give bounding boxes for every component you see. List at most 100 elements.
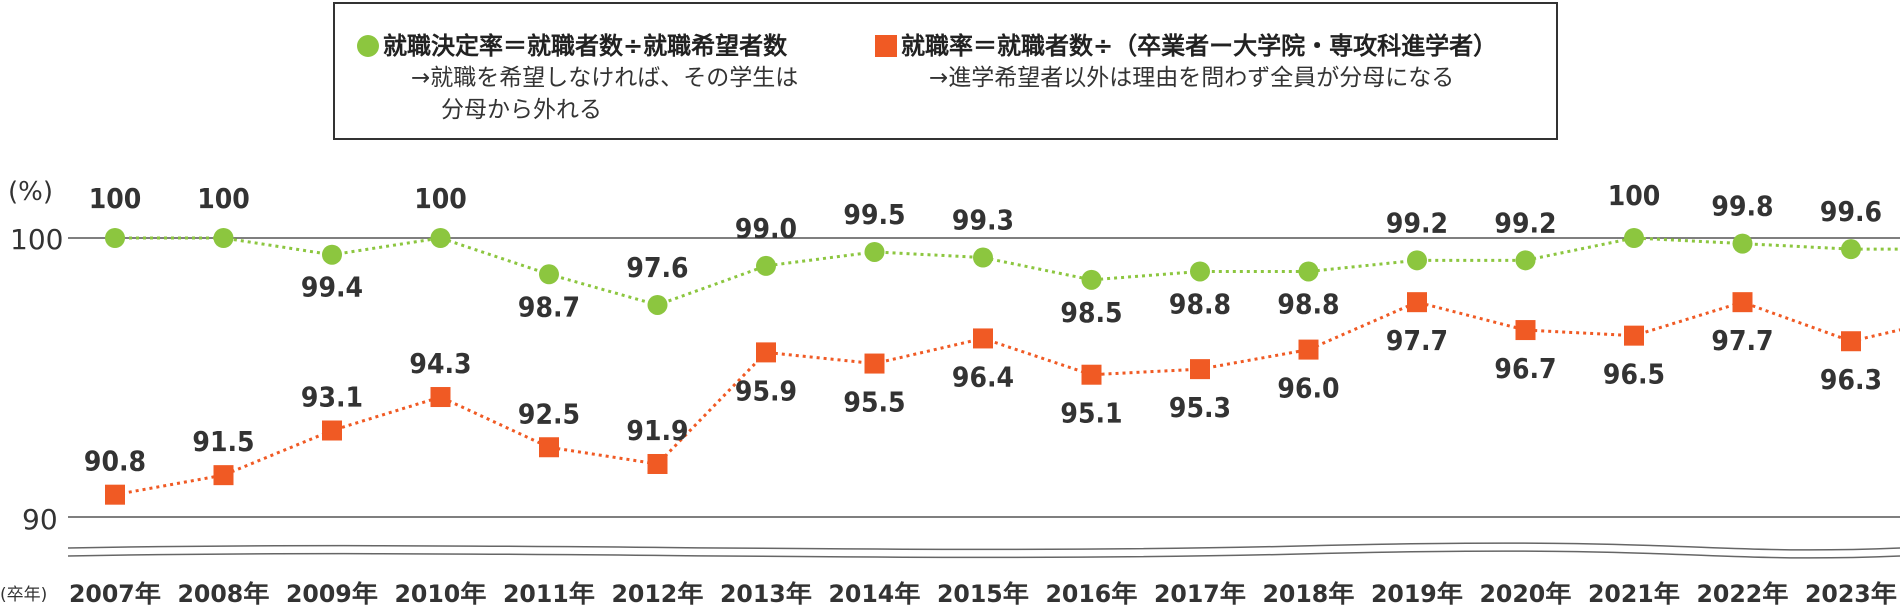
data-label-green: 99.0: [735, 212, 797, 245]
legend-green-title: 就職決定率＝就職者数÷就職希望者数: [383, 32, 788, 60]
data-label-green: 100: [89, 182, 142, 215]
data-label-orange: 91.5: [192, 425, 254, 458]
data-point-green: [756, 255, 776, 276]
legend: 就職決定率＝就職者数÷就職希望者数 →就職を希望しなければ、その学生は 分母から…: [333, 2, 1558, 140]
data-label-green: 97.6: [626, 251, 688, 284]
x-tick-label: 2016年: [1046, 580, 1138, 608]
data-point-green: [322, 244, 342, 265]
data-label-orange: 96.0: [1277, 372, 1339, 405]
data-label-orange: 97.7: [1386, 324, 1448, 357]
y-tick-label: 100: [10, 223, 63, 256]
data-point-green: [1841, 239, 1861, 260]
data-point-green: [430, 228, 451, 248]
data-point-green: [1732, 233, 1753, 254]
data-label-green: 99.5: [843, 198, 905, 231]
axis-break-line-upper: [67, 542, 1900, 551]
data-point-green: [1298, 261, 1319, 282]
data-point-green: [213, 228, 234, 248]
data-point-orange: [1624, 325, 1644, 346]
x-tick-label: 2007年: [69, 580, 161, 608]
x-tick-label: 2015年: [937, 580, 1029, 608]
data-label-green: 98.8: [1169, 287, 1231, 320]
data-label-green: 100: [414, 182, 467, 215]
data-label-orange: 92.5: [518, 397, 580, 430]
x-tick-label: 2021年: [1588, 580, 1680, 608]
x-tick-label: 2023年: [1805, 580, 1897, 608]
data-point-green: [864, 241, 885, 262]
data-point-orange: [430, 387, 451, 408]
data-label-orange: 95.9: [735, 374, 797, 407]
data-label-green: 99.6: [1820, 195, 1882, 228]
data-label-green: 99.2: [1494, 206, 1556, 239]
data-point-green: [539, 264, 559, 285]
data-label-orange: 93.1: [301, 381, 363, 414]
data-label-orange: 96.3: [1820, 363, 1882, 396]
data-point-green: [647, 294, 668, 315]
x-unit-label: (卒年): [0, 585, 47, 605]
data-point-orange: [756, 342, 776, 363]
x-tick-label: 2018年: [1263, 580, 1355, 608]
data-label-orange: 94.3: [409, 347, 471, 380]
data-label-green: 98.5: [1060, 296, 1122, 329]
x-tick-label: 2010年: [395, 580, 487, 608]
x-tick-label: 2008年: [178, 580, 270, 608]
data-point-orange: [322, 420, 342, 441]
data-label-orange: 96.4: [952, 360, 1014, 393]
data-point-orange: [539, 437, 559, 458]
data-point-orange: [1407, 292, 1427, 313]
series-line-orange: [114, 300, 1900, 497]
data-point-green: [1515, 250, 1536, 271]
data-point-green: [1081, 269, 1102, 290]
data-point-green: [1190, 261, 1210, 282]
data-point-orange: [1841, 331, 1861, 352]
data-label-green: 98.8: [1277, 287, 1339, 320]
data-label-green: 99.4: [301, 271, 363, 304]
x-tick-label: 2022年: [1697, 580, 1789, 608]
data-label-orange: 91.9: [626, 414, 688, 447]
x-tick-label: 2009年: [286, 580, 378, 608]
x-tick-label: 2012年: [612, 580, 704, 608]
data-label-green: 99.3: [952, 204, 1014, 237]
data-point-green: [1624, 228, 1644, 248]
y-tick-label: 90: [22, 503, 58, 536]
data-label-orange: 97.7: [1711, 324, 1773, 357]
data-label-orange: 95.5: [843, 386, 905, 419]
data-label-green: 100: [1608, 179, 1661, 212]
data-label-orange: 96.7: [1494, 352, 1556, 385]
data-point-orange: [1081, 364, 1102, 385]
data-point-orange: [1190, 359, 1210, 380]
data-point-orange: [105, 484, 125, 505]
legend-orange: 就職率＝就職者数÷（卒業者ー大学院・専攻科進学者） →進学希望者以外は理由を問わ…: [875, 30, 1497, 94]
data-point-orange: [1732, 292, 1753, 313]
data-point-orange: [213, 465, 234, 486]
data-label-green: 100: [197, 182, 250, 215]
y-unit-label: (%): [8, 177, 53, 207]
legend-green: 就職決定率＝就職者数÷就職希望者数 →就職を希望しなければ、その学生は 分母から…: [357, 30, 798, 126]
data-label-green: 98.7: [518, 290, 580, 323]
data-label-green: 99.8: [1711, 190, 1773, 223]
data-point-orange: [1515, 320, 1536, 341]
x-tick-label: 2014年: [829, 580, 921, 608]
data-point-green: [973, 247, 993, 268]
x-tick-label: 2020年: [1480, 580, 1572, 608]
square-marker-icon: [875, 35, 897, 57]
data-label-orange: 90.8: [84, 445, 146, 478]
legend-green-note-2: 分母から外れる: [441, 97, 602, 123]
data-label-green: 99.2: [1386, 206, 1448, 239]
data-point-orange: [864, 353, 885, 374]
data-point-orange: [647, 453, 668, 474]
x-tick-label: 2013年: [720, 580, 812, 608]
x-tick-label: 2017年: [1154, 580, 1246, 608]
legend-green-note-1: →就職を希望しなければ、その学生は: [411, 65, 799, 91]
data-point-orange: [973, 328, 993, 349]
legend-orange-title: 就職率＝就職者数÷（卒業者ー大学院・専攻科進学者）: [901, 32, 1498, 60]
data-label-orange: 95.3: [1169, 391, 1231, 424]
data-point-green: [1407, 250, 1427, 271]
data-point-green: [105, 228, 125, 248]
circle-marker-icon: [357, 35, 379, 57]
data-label-orange: 96.5: [1603, 358, 1665, 391]
x-tick-label: 2011年: [503, 580, 595, 608]
data-point-orange: [1298, 339, 1319, 360]
data-label-orange: 95.1: [1060, 397, 1122, 430]
